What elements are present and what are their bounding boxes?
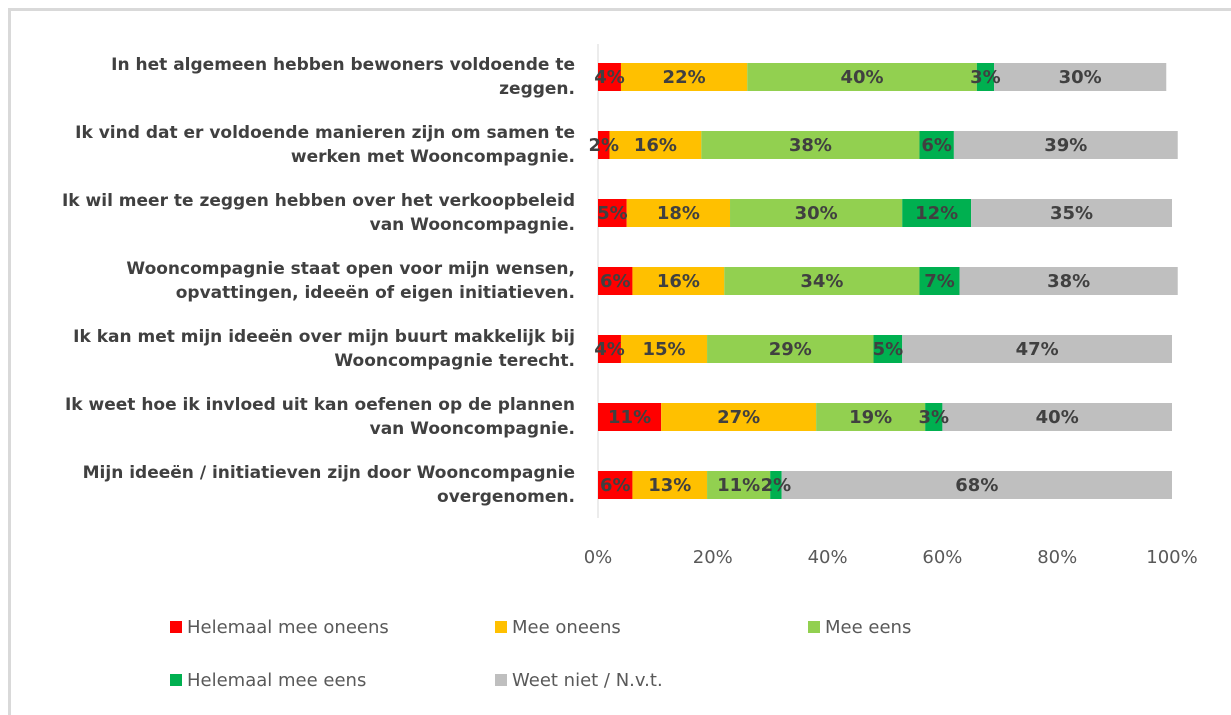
category-label: Ik kan met mijn ideeën over mijn buurt m… — [73, 327, 575, 371]
legend-swatch — [495, 674, 507, 686]
bar-segment — [609, 131, 702, 159]
bar-segment — [701, 131, 920, 159]
bar-segment — [873, 335, 903, 363]
category-label: In het algemeen hebben bewoners voldoend… — [111, 55, 575, 99]
value-label: 34% — [800, 271, 843, 292]
bar-segment — [598, 267, 633, 295]
legend-label: Helemaal mee eens — [187, 670, 366, 691]
bar-segment — [598, 403, 662, 431]
value-label: 39% — [1044, 135, 1087, 156]
bar-segment — [707, 471, 771, 499]
value-label: 11% — [608, 407, 651, 428]
legend-label: Weet niet / N.v.t. — [512, 670, 663, 691]
x-tick-label: 0% — [584, 547, 613, 568]
value-label: 40% — [840, 67, 883, 88]
legend-swatch — [170, 621, 182, 633]
value-label: 6% — [600, 271, 631, 292]
bar-segment — [925, 403, 943, 431]
legend-swatch — [495, 621, 507, 633]
value-label: 4% — [594, 67, 625, 88]
bar-segment — [730, 199, 903, 227]
value-label: 3% — [970, 67, 1001, 88]
value-label: 15% — [642, 339, 685, 360]
bar-segment — [919, 267, 960, 295]
value-label: 19% — [849, 407, 892, 428]
value-label: 6% — [921, 135, 952, 156]
legend-swatch — [170, 674, 182, 686]
bar-segment — [747, 63, 977, 91]
value-label: 35% — [1050, 203, 1093, 224]
bar-segment — [598, 335, 621, 363]
value-label: 11% — [717, 475, 760, 496]
value-label: 7% — [924, 271, 955, 292]
value-label: 5% — [597, 203, 628, 224]
bar-segment — [994, 63, 1167, 91]
x-tick-label: 80% — [1037, 547, 1077, 568]
bar-segment — [598, 131, 610, 159]
bar-segment — [626, 199, 731, 227]
bar-segment — [707, 335, 874, 363]
x-tick-label: 40% — [808, 547, 848, 568]
bar-segment — [919, 131, 954, 159]
bar-segment — [770, 471, 782, 499]
legend-label: Mee eens — [825, 617, 911, 638]
value-label: 22% — [663, 67, 706, 88]
bar-segment — [781, 471, 1172, 499]
value-label: 3% — [919, 407, 950, 428]
x-tick-label: 60% — [922, 547, 962, 568]
bar-segment — [620, 335, 708, 363]
value-label: 68% — [955, 475, 998, 496]
bar-segment — [902, 335, 1172, 363]
bar-segment — [632, 471, 708, 499]
category-label: Wooncompagnie staat open voor mijn wense… — [126, 259, 575, 303]
bar-segment — [816, 403, 926, 431]
x-tick-label: 100% — [1146, 547, 1197, 568]
value-label: 2% — [761, 475, 792, 496]
value-label: 38% — [789, 135, 832, 156]
legend-swatch — [808, 621, 820, 633]
value-label: 5% — [873, 339, 904, 360]
value-label: 40% — [1036, 407, 1079, 428]
bar-segment — [959, 267, 1178, 295]
value-label: 38% — [1047, 271, 1090, 292]
category-label: Ik wil meer te zeggen hebben over het ve… — [61, 191, 575, 235]
bar-segment — [598, 471, 633, 499]
value-label: 18% — [657, 203, 700, 224]
bar-segment — [953, 131, 1178, 159]
bar-segment — [942, 403, 1172, 431]
legend-label: Helemaal mee oneens — [187, 617, 389, 638]
category-label: Ik weet hoe ik invloed uit kan oefenen o… — [64, 395, 575, 439]
category-label: Ik vind dat er voldoende manieren zijn o… — [75, 123, 575, 167]
bar-segment — [632, 267, 725, 295]
value-label: 30% — [795, 203, 838, 224]
bar-segment — [976, 63, 995, 91]
value-label: 4% — [594, 339, 625, 360]
bar-segment — [598, 63, 621, 91]
value-label: 16% — [657, 271, 700, 292]
bar-segment — [902, 199, 972, 227]
value-label: 47% — [1016, 339, 1059, 360]
value-label: 2% — [588, 135, 619, 156]
x-tick-label: 20% — [693, 547, 733, 568]
bar-segment — [598, 199, 627, 227]
value-label: 12% — [915, 203, 958, 224]
value-label: 6% — [600, 475, 631, 496]
value-label: 13% — [648, 475, 691, 496]
value-label: 30% — [1059, 67, 1102, 88]
category-label: Mijn ideeën / initiatieven zijn door Woo… — [82, 463, 575, 507]
bar-segment — [971, 199, 1172, 227]
legend-label: Mee oneens — [512, 617, 621, 638]
bar-segment — [661, 403, 817, 431]
value-label: 27% — [717, 407, 760, 428]
value-label: 16% — [634, 135, 677, 156]
bar-segment — [620, 63, 748, 91]
value-label: 29% — [769, 339, 812, 360]
bar-segment — [724, 267, 920, 295]
chart-border — [8, 8, 1231, 715]
